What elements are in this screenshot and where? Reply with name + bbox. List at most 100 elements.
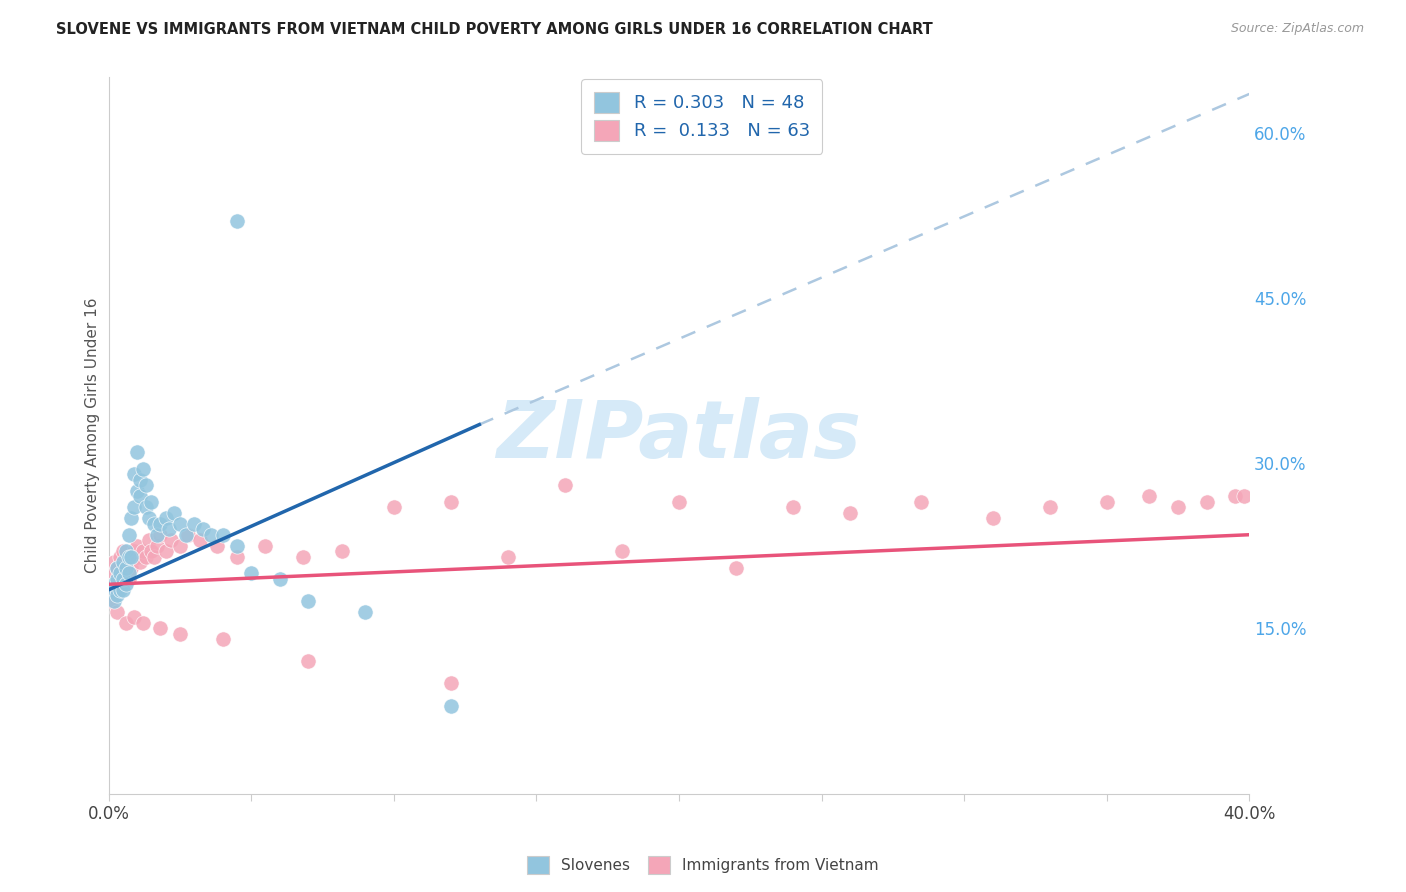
Point xyxy=(1039,500,1062,515)
Point xyxy=(169,516,191,531)
Point xyxy=(1195,494,1218,508)
Point xyxy=(103,555,125,569)
Point xyxy=(297,655,319,669)
Point xyxy=(174,527,197,541)
Point xyxy=(782,500,804,515)
Point xyxy=(105,572,128,586)
Point xyxy=(146,527,169,541)
Point xyxy=(169,627,191,641)
Point xyxy=(981,511,1004,525)
Point xyxy=(111,555,134,569)
Point xyxy=(163,506,186,520)
Point xyxy=(105,588,128,602)
Point xyxy=(127,539,149,553)
Point xyxy=(554,478,576,492)
Point xyxy=(127,445,149,459)
Point xyxy=(124,544,146,558)
Point xyxy=(297,594,319,608)
Point xyxy=(155,511,177,525)
Point xyxy=(496,549,519,564)
Point xyxy=(382,500,405,515)
Text: SLOVENE VS IMMIGRANTS FROM VIETNAM CHILD POVERTY AMONG GIRLS UNDER 16 CORRELATIO: SLOVENE VS IMMIGRANTS FROM VIETNAM CHILD… xyxy=(56,22,934,37)
Point xyxy=(149,621,172,635)
Point xyxy=(111,566,134,581)
Point xyxy=(668,494,690,508)
Point xyxy=(129,473,152,487)
Point xyxy=(157,522,180,536)
Point xyxy=(108,572,131,586)
Point xyxy=(103,577,125,591)
Point xyxy=(129,555,152,569)
Point xyxy=(354,605,377,619)
Point xyxy=(1223,489,1246,503)
Point xyxy=(124,610,146,624)
Point xyxy=(226,549,249,564)
Point xyxy=(138,533,160,548)
Text: Source: ZipAtlas.com: Source: ZipAtlas.com xyxy=(1230,22,1364,36)
Point xyxy=(332,544,354,558)
Point xyxy=(114,544,136,558)
Point xyxy=(117,527,139,541)
Point xyxy=(120,549,142,564)
Legend: R = 0.303   N = 48, R =  0.133   N = 63: R = 0.303 N = 48, R = 0.133 N = 63 xyxy=(581,79,823,153)
Point xyxy=(103,594,125,608)
Point xyxy=(226,213,249,227)
Point xyxy=(160,533,183,548)
Text: ZIPatlas: ZIPatlas xyxy=(496,397,862,475)
Point xyxy=(120,511,142,525)
Point xyxy=(188,533,211,548)
Point xyxy=(1139,489,1161,503)
Point xyxy=(269,572,291,586)
Point xyxy=(132,544,155,558)
Point xyxy=(117,549,139,564)
Point xyxy=(240,566,263,581)
Point xyxy=(183,516,205,531)
Point xyxy=(124,500,146,515)
Point xyxy=(141,544,163,558)
Point xyxy=(440,494,463,508)
Point xyxy=(254,539,277,553)
Point xyxy=(440,676,463,690)
Legend: Slovenes, Immigrants from Vietnam: Slovenes, Immigrants from Vietnam xyxy=(522,850,884,880)
Point xyxy=(111,572,134,586)
Point xyxy=(117,572,139,586)
Point xyxy=(143,516,166,531)
Point xyxy=(143,549,166,564)
Point xyxy=(105,582,128,597)
Point xyxy=(291,549,314,564)
Point xyxy=(135,478,157,492)
Point xyxy=(103,577,125,591)
Point xyxy=(149,527,172,541)
Point xyxy=(132,615,155,630)
Point xyxy=(226,539,249,553)
Point xyxy=(124,467,146,482)
Point xyxy=(114,561,136,575)
Point xyxy=(141,494,163,508)
Point xyxy=(105,561,128,575)
Point xyxy=(155,544,177,558)
Point xyxy=(610,544,633,558)
Point xyxy=(100,566,122,581)
Point xyxy=(191,522,214,536)
Point xyxy=(111,582,134,597)
Point xyxy=(1232,489,1254,503)
Point xyxy=(120,561,142,575)
Point xyxy=(138,511,160,525)
Point xyxy=(205,539,228,553)
Point xyxy=(146,539,169,553)
Point xyxy=(211,527,233,541)
Point xyxy=(105,605,128,619)
Point xyxy=(135,500,157,515)
Point xyxy=(100,582,122,597)
Point xyxy=(211,632,233,647)
Point xyxy=(108,566,131,581)
Point xyxy=(129,489,152,503)
Point xyxy=(105,561,128,575)
Point xyxy=(117,555,139,569)
Point xyxy=(127,483,149,498)
Point xyxy=(169,539,191,553)
Point xyxy=(1167,500,1189,515)
Point xyxy=(114,577,136,591)
Point xyxy=(724,561,747,575)
Point xyxy=(132,461,155,475)
